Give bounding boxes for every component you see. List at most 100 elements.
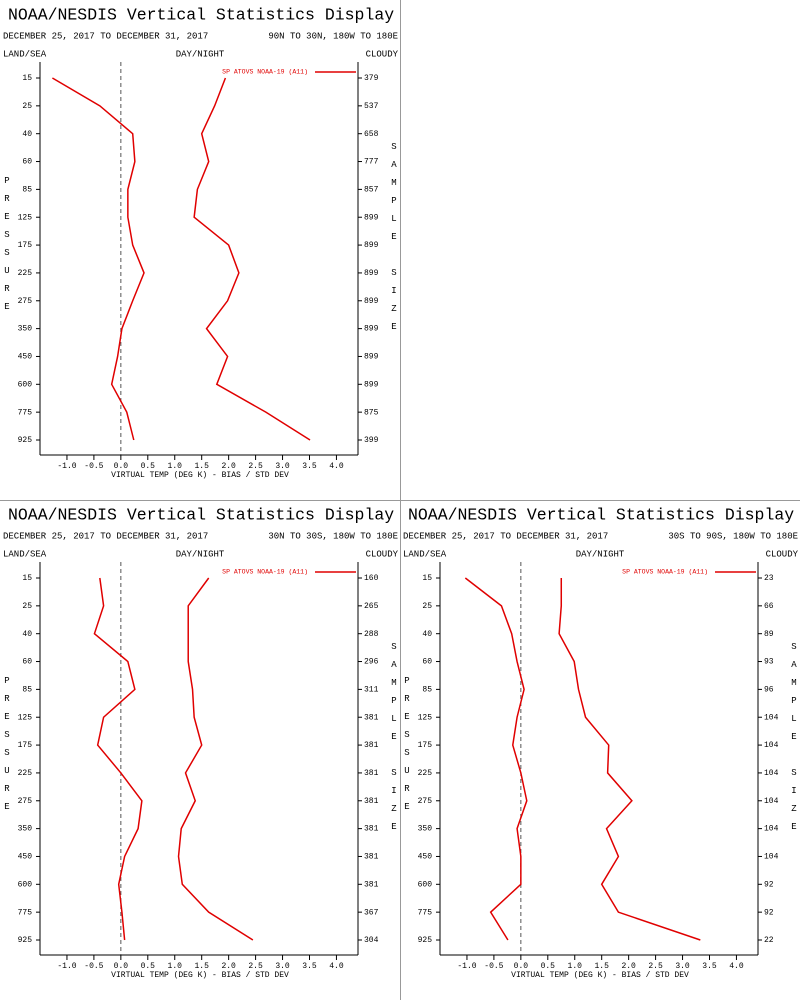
- day-night-label: DAY/NIGHT: [176, 49, 225, 59]
- y-tick-label: 85: [22, 685, 32, 694]
- y-tick-label: 925: [18, 436, 33, 445]
- y-tick-label: 600: [418, 880, 433, 889]
- y2-axis-label: SAMPLE SIZE: [789, 642, 799, 840]
- x-tick-label: 4.0: [329, 462, 344, 471]
- cloudy-label: CLOUDY: [766, 549, 799, 559]
- y-tick-label: 60: [22, 158, 32, 167]
- x-tick-label: -1.0: [57, 462, 76, 471]
- x-tick-label: 0.0: [514, 962, 529, 971]
- y-tick-label: 925: [18, 936, 33, 945]
- sample-size: 104: [764, 797, 779, 806]
- legend-label: SP ATOVS NOAA-19 (A11): [622, 569, 708, 576]
- y-tick-label: 350: [418, 825, 433, 834]
- x-tick-label: 1.5: [194, 962, 209, 971]
- sample-size: 367: [364, 908, 379, 917]
- sample-size: 899: [364, 380, 379, 389]
- sample-size: 104: [764, 825, 779, 834]
- x-tick-label: -1.0: [457, 962, 476, 971]
- data-line: [193, 77, 311, 441]
- x-tick-label: 0.5: [541, 962, 556, 971]
- panel: NOAA/NESDIS Vertical Statistics Display D…: [402, 505, 799, 980]
- y-tick-label: 600: [18, 880, 33, 889]
- sample-size: 899: [364, 325, 379, 334]
- x-tick-label: -1.0: [57, 962, 76, 971]
- sample-size: 381: [364, 853, 379, 862]
- sample-size: 311: [364, 685, 379, 694]
- y-tick-label: 175: [18, 241, 33, 250]
- y-tick-label: 25: [22, 602, 32, 611]
- sample-size: 899: [364, 353, 379, 362]
- sample-size: 104: [764, 853, 779, 862]
- x-tick-label: 1.0: [168, 962, 183, 971]
- panel: NOAA/NESDIS Vertical Statistics Display D…: [2, 5, 399, 480]
- x-tick-label: -0.5: [484, 962, 503, 971]
- sample-size: 89: [764, 630, 774, 639]
- y-tick-label: 125: [18, 713, 33, 722]
- sample-size: 288: [364, 630, 379, 639]
- x-tick-label: 1.0: [568, 962, 583, 971]
- y-tick-label: 85: [22, 185, 32, 194]
- x-tick-label: -0.5: [84, 962, 103, 971]
- sample-size: 104: [764, 741, 779, 750]
- y-tick-label: 15: [422, 574, 432, 583]
- y2-axis-label: SAMPLE SIZE: [389, 642, 399, 840]
- y-tick-label: 350: [18, 325, 33, 334]
- panel: NOAA/NESDIS Vertical Statistics Display D…: [2, 505, 399, 980]
- sample-size: 899: [364, 297, 379, 306]
- y-tick-label: 60: [422, 658, 432, 667]
- sample-size: 96: [764, 685, 774, 694]
- y-tick-label: 775: [418, 908, 433, 917]
- x-tick-label: 1.0: [168, 462, 183, 471]
- x-tick-label: 3.0: [275, 962, 290, 971]
- sample-size: 381: [364, 797, 379, 806]
- data-line: [177, 577, 254, 941]
- sample-size: 66: [764, 602, 774, 611]
- sample-size: 399: [364, 436, 379, 445]
- sample-size: 23: [764, 574, 774, 583]
- date-range: DECEMBER 25, 2017 TO DECEMBER 31, 2017: [3, 531, 208, 541]
- sample-size: 93: [764, 658, 774, 667]
- data-line: [93, 577, 143, 941]
- chart-title: NOAA/NESDIS Vertical Statistics Display: [8, 5, 394, 24]
- sample-size: 296: [364, 658, 379, 667]
- data-line: [464, 577, 528, 941]
- x-tick-label: 2.5: [248, 462, 263, 471]
- sample-size: 658: [364, 130, 379, 139]
- x-tick-label: 2.0: [221, 462, 236, 471]
- y-tick-label: 275: [418, 797, 433, 806]
- y-tick-label: 85: [422, 685, 432, 694]
- sample-size: 92: [764, 880, 774, 889]
- y-tick-label: 125: [418, 713, 433, 722]
- x-tick-label: 0.5: [141, 962, 156, 971]
- y-tick-label: 275: [18, 797, 33, 806]
- y-tick-label: 60: [22, 658, 32, 667]
- data-line: [558, 578, 701, 941]
- y-tick-label: 450: [418, 853, 433, 862]
- y-tick-label: 225: [418, 769, 433, 778]
- x-tick-label: 0.0: [114, 962, 129, 971]
- sample-size: 265: [364, 602, 379, 611]
- region: 90N TO 30N, 180W TO 180E: [268, 31, 398, 41]
- sample-size: 381: [364, 769, 379, 778]
- data-line: [52, 77, 145, 441]
- y-axis-label: PRESSURE: [402, 676, 412, 820]
- y-tick-label: 40: [22, 130, 32, 139]
- land-sea-label: LAND/SEA: [3, 549, 47, 559]
- date-range: DECEMBER 25, 2017 TO DECEMBER 31, 2017: [3, 31, 208, 41]
- sample-size: 104: [764, 769, 779, 778]
- sample-size: 304: [364, 936, 379, 945]
- y-tick-label: 350: [18, 825, 33, 834]
- x-tick-label: 1.5: [194, 462, 209, 471]
- y-tick-label: 175: [418, 741, 433, 750]
- chart-title: NOAA/NESDIS Vertical Statistics Display: [408, 505, 794, 524]
- day-night-label: DAY/NIGHT: [176, 549, 225, 559]
- date-range: DECEMBER 25, 2017 TO DECEMBER 31, 2017: [403, 531, 608, 541]
- x-tick-label: 2.5: [648, 962, 663, 971]
- x-axis-label: VIRTUAL TEMP (DEG K) - BIAS / STD DEV: [111, 471, 289, 480]
- x-tick-label: 0.0: [114, 462, 129, 471]
- sample-size: 160: [364, 574, 379, 583]
- sample-size: 899: [364, 241, 379, 250]
- x-tick-label: 3.5: [302, 462, 317, 471]
